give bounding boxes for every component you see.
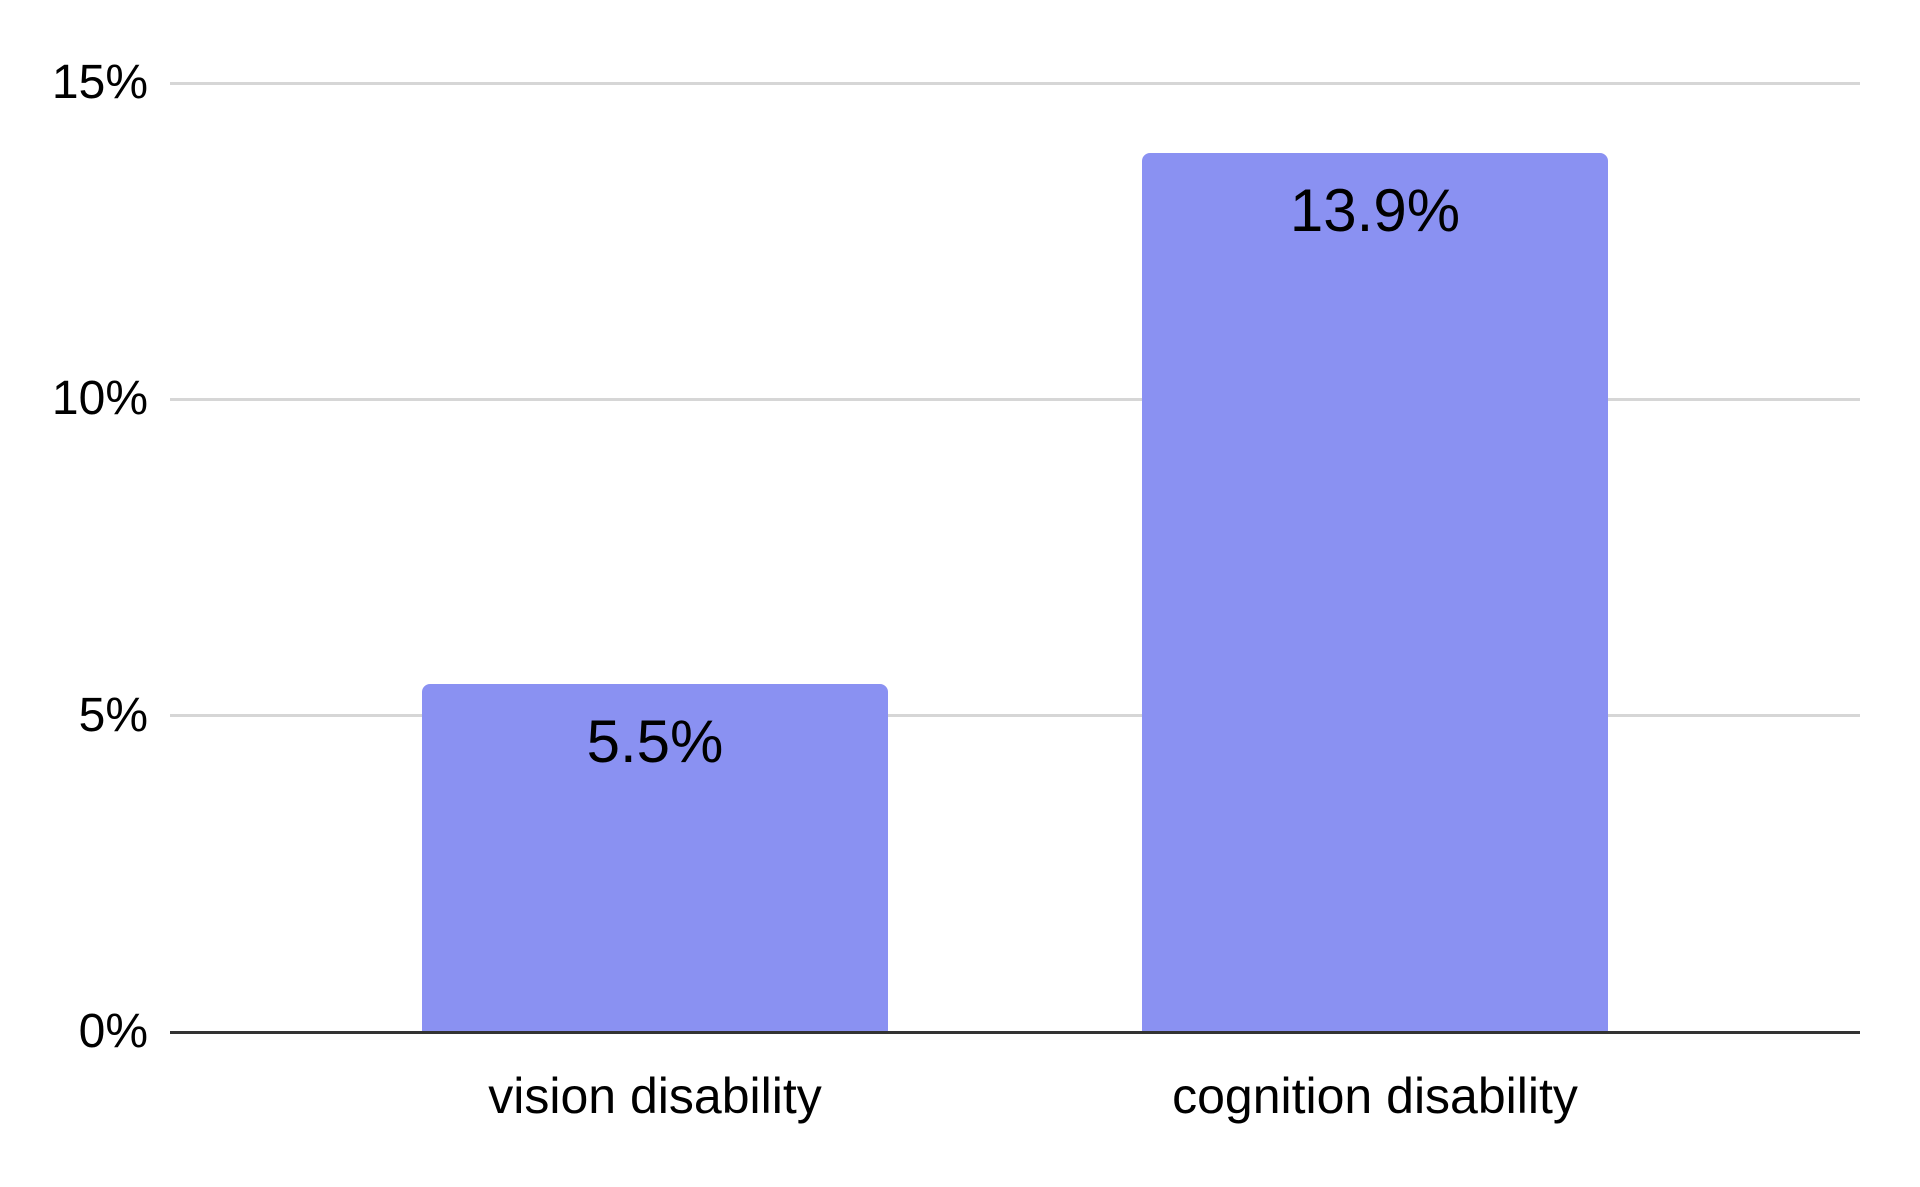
gridline-10% <box>170 397 1860 401</box>
gridline-5% <box>170 714 1860 718</box>
x-axis-category-label: cognition disability <box>1172 1068 1578 1124</box>
y-axis-tick-label: 10% <box>51 372 148 426</box>
bar-vision-disability <box>422 684 888 1032</box>
bar-cognition-disability <box>1142 152 1608 1032</box>
x-axis-category-label: vision disability <box>488 1068 822 1124</box>
y-axis-tick-label: 0% <box>78 1005 148 1058</box>
gridline-15% <box>170 81 1860 85</box>
y-axis-tick-label: 15% <box>51 56 148 109</box>
y-axis-tick-label: 5% <box>78 688 148 742</box>
bar-value-label: 5.5% <box>586 708 724 776</box>
x-axis-line <box>170 1030 1860 1034</box>
bar-value-label: 13.9% <box>1289 176 1461 244</box>
